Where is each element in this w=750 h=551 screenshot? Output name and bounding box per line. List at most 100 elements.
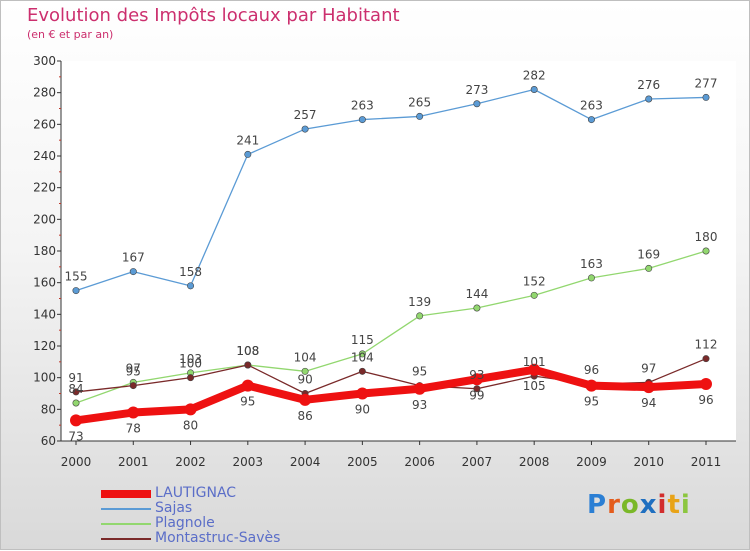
data-label: 94 <box>641 396 656 410</box>
data-label: 155 <box>65 270 88 284</box>
data-point <box>72 287 80 295</box>
data-point <box>473 385 481 393</box>
x-tick-label: 2008 <box>519 455 550 469</box>
data-point <box>129 382 137 390</box>
data-label: 276 <box>637 78 660 92</box>
data-point <box>241 379 254 392</box>
data-label: 167 <box>122 251 145 265</box>
data-label: 80 <box>183 418 198 432</box>
x-tick-label: 2003 <box>233 455 264 469</box>
data-label: 104 <box>351 350 374 364</box>
data-label: 90 <box>355 403 370 417</box>
data-point <box>416 112 424 120</box>
proxiti-logo: Proxiti <box>587 490 691 520</box>
x-tick-label: 2010 <box>633 455 664 469</box>
data-point <box>702 93 710 101</box>
data-label: 95 <box>412 365 427 379</box>
legend-swatch <box>101 508 151 510</box>
data-label: 96 <box>698 393 713 407</box>
data-label: 273 <box>465 83 488 97</box>
data-label: 139 <box>408 295 431 309</box>
data-label: 93 <box>412 398 427 412</box>
x-tick-label: 2004 <box>290 455 321 469</box>
data-point <box>244 361 252 369</box>
y-tick-label: 100 <box>33 371 56 385</box>
data-point <box>645 95 653 103</box>
data-point <box>358 367 366 375</box>
data-point <box>72 388 80 396</box>
y-tick-label: 240 <box>33 149 56 163</box>
y-tick-label: 220 <box>33 181 56 195</box>
data-point <box>358 350 366 358</box>
data-label: 169 <box>637 247 660 261</box>
x-tick-label: 2007 <box>462 455 493 469</box>
data-label: 158 <box>179 265 202 279</box>
y-tick-label: 120 <box>33 339 56 353</box>
x-tick-label: 2001 <box>118 455 149 469</box>
data-label: 104 <box>294 350 317 364</box>
y-tick-label: 80 <box>41 402 56 416</box>
data-point <box>702 247 710 255</box>
y-tick-label: 60 <box>41 434 56 448</box>
data-label: 277 <box>695 76 718 90</box>
data-point <box>645 264 653 272</box>
data-label: 282 <box>523 69 546 83</box>
data-label: 95 <box>584 395 599 409</box>
chart-title: Evolution des Impôts locaux par Habitant <box>27 5 400 26</box>
data-point <box>530 291 538 299</box>
x-tick-label: 2006 <box>404 455 435 469</box>
data-label: 263 <box>351 99 374 113</box>
data-label: 97 <box>641 361 656 375</box>
data-label: 99 <box>469 388 484 402</box>
data-point <box>127 406 140 419</box>
data-label: 144 <box>465 287 488 301</box>
data-label: 103 <box>179 352 202 366</box>
x-tick-label: 2000 <box>61 455 92 469</box>
data-label: 93 <box>469 368 484 382</box>
data-point <box>587 116 595 124</box>
y-tick-label: 140 <box>33 307 56 321</box>
data-label: 84 <box>68 382 83 396</box>
data-point <box>244 150 252 158</box>
data-label: 73 <box>68 429 83 443</box>
x-tick-label: 2011 <box>691 455 722 469</box>
data-label: 115 <box>351 333 374 347</box>
data-point <box>129 268 137 276</box>
data-point <box>184 403 197 416</box>
data-label: 108 <box>236 344 259 358</box>
data-label: 108 <box>236 344 259 358</box>
y-tick-label: 160 <box>33 276 56 290</box>
series-line-Plagnole <box>75 250 707 404</box>
data-label: 265 <box>408 95 431 109</box>
data-label: 95 <box>126 365 141 379</box>
data-point <box>702 355 710 363</box>
legend-label: Sajas <box>155 500 193 516</box>
legend-swatch <box>101 523 151 525</box>
legend-label: Plagnole <box>155 515 215 531</box>
data-label: 95 <box>240 395 255 409</box>
data-label: 105 <box>523 379 546 393</box>
data-point <box>528 363 541 376</box>
data-point <box>301 125 309 133</box>
data-label: 180 <box>695 230 718 244</box>
y-tick-label: 260 <box>33 117 56 131</box>
data-label: 86 <box>297 409 312 423</box>
data-point <box>585 379 598 392</box>
data-point <box>642 381 655 394</box>
x-tick-label: 2009 <box>576 455 607 469</box>
legend-swatch <box>101 538 151 540</box>
data-label: 163 <box>580 257 603 271</box>
series-line-Sajas <box>75 88 707 292</box>
series-line-LAUTIGNAC <box>72 365 710 425</box>
data-label: 97 <box>126 361 141 375</box>
data-point <box>187 374 195 382</box>
data-label: 112 <box>695 338 718 352</box>
data-label: 90 <box>297 373 312 387</box>
legend-swatch <box>101 490 151 498</box>
data-label: 78 <box>126 422 141 436</box>
data-label: 257 <box>294 108 317 122</box>
data-point <box>187 282 195 290</box>
data-point <box>70 414 82 427</box>
